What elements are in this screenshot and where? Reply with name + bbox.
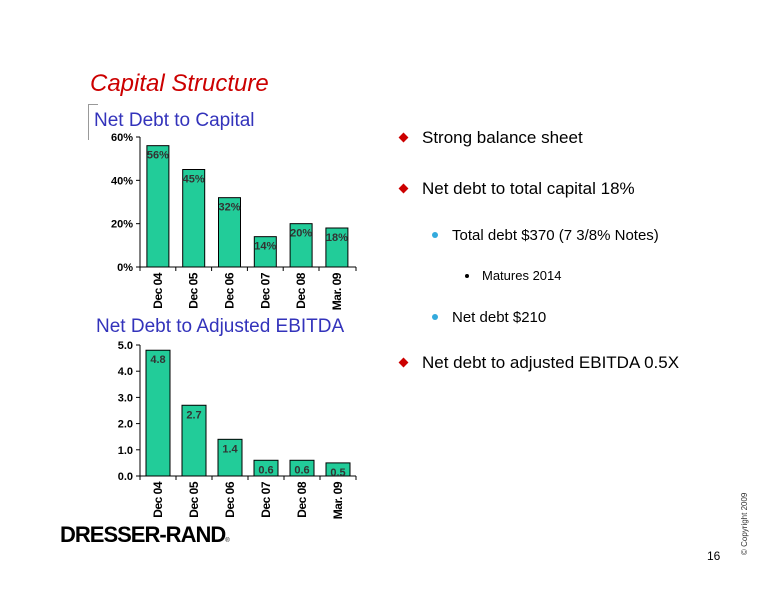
data-label: 20% — [290, 228, 312, 240]
x-category-label: Mar. 09 — [331, 481, 345, 519]
bar — [145, 349, 171, 477]
bar — [289, 223, 313, 268]
bullet-item: Net debt $210 — [432, 309, 547, 326]
bullet-item: Total debt $370 (7 3/8% Notes) — [432, 227, 659, 244]
data-label: 2.7 — [186, 409, 201, 421]
x-category-label: Mar. 09 — [330, 272, 344, 310]
bar — [146, 145, 170, 268]
x-category-label: Dec 08 — [295, 481, 309, 518]
data-label: 32% — [218, 202, 240, 214]
y-tick-label: 20% — [111, 219, 133, 231]
data-label: 0.6 — [294, 464, 309, 476]
company-logo: DRESSER-RAND® — [60, 522, 230, 548]
bar — [253, 459, 279, 477]
bar — [253, 236, 277, 268]
bar — [325, 462, 351, 477]
y-tick-label: 0.0 — [118, 471, 133, 483]
dot-bullet-icon — [465, 274, 469, 278]
slide-title: Capital Structure — [90, 70, 269, 97]
data-label: 18% — [326, 232, 348, 244]
data-label: 0.6 — [258, 464, 273, 476]
y-tick-label: 40% — [111, 175, 133, 187]
data-label: 45% — [183, 174, 205, 186]
bar — [217, 438, 243, 477]
bullet-item: Net debt to adjusted EBITDA 0.5X — [398, 353, 680, 373]
title-rule-vertical — [88, 104, 89, 140]
logo-registered-mark: ® — [225, 538, 230, 544]
x-category-label: Dec 06 — [223, 272, 237, 309]
bullet-item: Strong balance sheet — [398, 128, 583, 148]
dot-bullet-icon — [432, 232, 438, 238]
bullet-text: Total debt $370 (7 3/8% Notes) — [452, 227, 659, 244]
dot-bullet-icon — [432, 314, 438, 320]
bullet-text: Net debt to total capital 18% — [422, 179, 635, 198]
x-category-label: Dec 05 — [187, 272, 201, 309]
data-label: 4.8 — [150, 354, 165, 366]
bar — [325, 227, 349, 268]
bar — [218, 197, 241, 268]
data-label: 0.5 — [330, 467, 345, 479]
data-label: 14% — [254, 241, 276, 253]
y-tick-label: 0% — [117, 262, 133, 274]
x-category-label: Dec 07 — [258, 272, 272, 309]
bar — [289, 459, 315, 477]
x-category-label: Dec 05 — [187, 481, 201, 518]
bullet-text: Strong balance sheet — [422, 128, 583, 147]
bar — [182, 169, 206, 268]
y-tick-label: 2.0 — [118, 419, 133, 431]
bullet-item: Matures 2014 — [465, 268, 562, 283]
bullet-text: Matures 2014 — [482, 268, 562, 283]
page-number: 16 — [707, 549, 721, 563]
y-tick-label: 1.0 — [118, 445, 133, 457]
y-tick-label: 5.0 — [118, 340, 133, 352]
logo-text: DRESSER-RAND — [60, 522, 226, 547]
title-rule — [88, 104, 98, 105]
data-label: 56% — [147, 150, 169, 162]
bullet-text: Net debt to adjusted EBITDA 0.5X — [422, 353, 680, 372]
bullet-text: Net debt $210 — [452, 309, 547, 326]
data-label: 1.4 — [222, 443, 238, 455]
x-category-label: Dec 06 — [223, 481, 237, 518]
x-category-label: Dec 04 — [151, 272, 165, 309]
copyright-notice: © Copyright 2009 — [740, 492, 749, 555]
y-tick-label: 3.0 — [118, 392, 133, 404]
bar — [181, 404, 207, 477]
x-category-label: Dec 08 — [294, 272, 308, 309]
x-category-label: Dec 04 — [151, 481, 165, 518]
x-category-label: Dec 07 — [259, 481, 273, 518]
bullet-item: Net debt to total capital 18% — [398, 179, 635, 199]
chart-title-net-debt-to-ebitda: Net Debt to Adjusted EBITDA — [96, 316, 345, 337]
chart-title-net-debt-to-capital: Net Debt to Capital — [94, 110, 255, 131]
y-tick-label: 4.0 — [118, 366, 133, 378]
y-tick-label: 60% — [111, 132, 133, 144]
